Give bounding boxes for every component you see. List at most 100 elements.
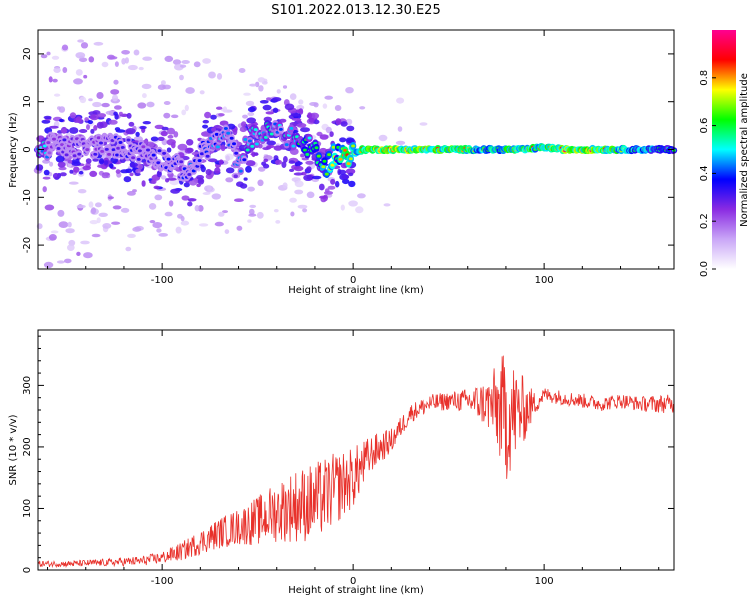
heatmap-noise-blob xyxy=(275,220,281,224)
heatmap-cluster-blob xyxy=(89,170,98,177)
heatmap-cluster-blob xyxy=(281,161,287,169)
chart-title: S101.2022.013.12.30.E25 xyxy=(271,3,440,18)
heatmap-cluster-blob xyxy=(340,121,348,127)
heatmap-cluster-blob xyxy=(262,104,272,111)
heatmap-noise-blob xyxy=(175,226,182,234)
heatmap-cluster-blob xyxy=(293,165,304,172)
heatmap-noise-blob xyxy=(397,126,403,132)
heatmap-cluster-blob xyxy=(43,169,50,176)
heatmap-cluster-blob xyxy=(126,112,132,119)
heatmap-cluster-blob xyxy=(210,114,217,120)
heatmap-noise-blob xyxy=(54,93,61,97)
heatmap-cluster-blob xyxy=(291,118,302,121)
heatmap-noise-blob xyxy=(247,219,252,223)
heatmap-cluster-blob xyxy=(120,169,130,174)
heatmap-noise-blob xyxy=(120,207,130,213)
snr-x-label: Height of straight line (km) xyxy=(288,585,424,596)
heatmap-noise-blob xyxy=(296,105,305,110)
heatmap-noise-blob xyxy=(65,228,75,234)
heatmap-noise-blob xyxy=(111,221,121,225)
heatmap-ridge-core xyxy=(214,132,219,136)
heatmap-noise-blob xyxy=(124,57,129,64)
heatmap-noise-blob xyxy=(225,155,230,162)
heatmap-ridge-core xyxy=(64,153,69,157)
heatmap-cluster-blob xyxy=(71,161,81,167)
heatmap-ridge-core xyxy=(243,138,248,141)
heatmap-ridge-core xyxy=(146,148,150,152)
heatmap-ridge-core xyxy=(115,153,120,157)
heatmap-cluster-blob xyxy=(101,173,109,179)
heatmap-cluster-blob xyxy=(293,172,304,176)
heatmap-noise-blob xyxy=(172,59,182,65)
heatmap-noise-blob xyxy=(238,68,246,73)
heatmap-ridge-core xyxy=(120,146,125,149)
heatmap-noise-blob xyxy=(257,77,266,83)
heatmap-noise-blob xyxy=(184,104,189,112)
heatmap-noise-blob xyxy=(90,207,97,215)
heatmap-ridge-core xyxy=(104,147,109,151)
heatmap-cluster-blob xyxy=(189,179,198,186)
heatmap-cluster-blob xyxy=(69,169,74,174)
heatmap-cluster-blob xyxy=(225,167,235,174)
heatmap-noise-blob xyxy=(126,191,136,196)
heatmap-cluster-blob xyxy=(123,176,132,183)
heatmap-noise-blob xyxy=(105,110,116,116)
heatmap-noise-blob xyxy=(98,212,108,217)
heatmap-cluster-blob xyxy=(329,131,334,138)
heatmap-cluster-blob xyxy=(303,174,313,181)
heatmap-noise-blob xyxy=(125,246,132,252)
heatmap-cluster-blob xyxy=(218,113,225,117)
heatmap-noise-blob xyxy=(289,197,297,203)
heatmap-noise-blob xyxy=(322,103,328,109)
heatmap-noise-blob xyxy=(378,134,388,142)
heatmap-cluster-blob xyxy=(308,117,315,123)
heatmap-noise-blob xyxy=(297,204,308,209)
heatmap-noise-blob xyxy=(224,229,230,235)
heatmap-noise-blob xyxy=(53,67,61,73)
heatmap-ridge-core xyxy=(316,154,321,158)
heatmap-noise-blob xyxy=(273,209,279,213)
heatmap-ridge-core xyxy=(250,144,255,148)
heatmap-cluster-blob xyxy=(49,125,59,129)
heatmap-cluster-blob xyxy=(338,169,347,175)
heatmap-noise-blob xyxy=(109,56,118,60)
x-tick-label: 0 xyxy=(350,576,356,587)
heatmap-cluster-blob xyxy=(335,118,342,126)
heatmap-noise-blob xyxy=(290,211,295,217)
heatmap-noise-blob xyxy=(121,58,126,65)
heatmap-noise-blob xyxy=(114,105,122,110)
heatmap-cluster-blob xyxy=(93,125,98,131)
heatmap-noise-blob xyxy=(102,223,112,229)
heatmap-noise-blob xyxy=(163,112,171,119)
heatmap-cluster-blob xyxy=(151,178,157,184)
heatmap-ridge-core xyxy=(346,162,351,166)
heatmap-noise-blob xyxy=(80,240,90,245)
heatmap-noise-blob xyxy=(152,222,163,229)
heatmap-cluster-blob xyxy=(348,180,356,188)
heatmap-ridge-core xyxy=(269,132,274,136)
y-tick-label: -20 xyxy=(22,237,33,253)
y-tick-label: 0 xyxy=(22,567,33,573)
heatmap-cluster-blob xyxy=(115,169,121,174)
heatmap-cluster-blob xyxy=(305,160,314,165)
heatmap-noise-blob xyxy=(306,191,315,199)
heatmap-noise-blob xyxy=(75,52,86,59)
heatmap-cluster-blob xyxy=(275,159,282,165)
heatmap-cluster-blob xyxy=(135,168,142,174)
heatmap-cluster-blob xyxy=(284,103,295,111)
heatmap-ridge-core xyxy=(238,169,243,173)
heatmap-noise-blob xyxy=(340,204,345,211)
heatmap-cluster-blob xyxy=(266,144,275,149)
heatmap-cluster-blob xyxy=(348,172,354,177)
heatmap-noise-blob xyxy=(324,95,334,100)
y-tick-label: 0 xyxy=(22,146,33,152)
heatmap-ridge-core xyxy=(229,136,234,140)
x-tick-label: 100 xyxy=(535,576,554,587)
heatmap-noise-blob xyxy=(40,54,48,59)
heatmap-noise-blob xyxy=(80,42,89,49)
heatmap-noise-blob xyxy=(345,87,354,94)
heatmap-noise-blob xyxy=(137,102,147,109)
snr-y-label: SNR (10 * v/v) xyxy=(8,414,19,485)
heatmap-cluster-blob xyxy=(346,125,355,132)
heatmap-ridge-core xyxy=(179,160,184,164)
